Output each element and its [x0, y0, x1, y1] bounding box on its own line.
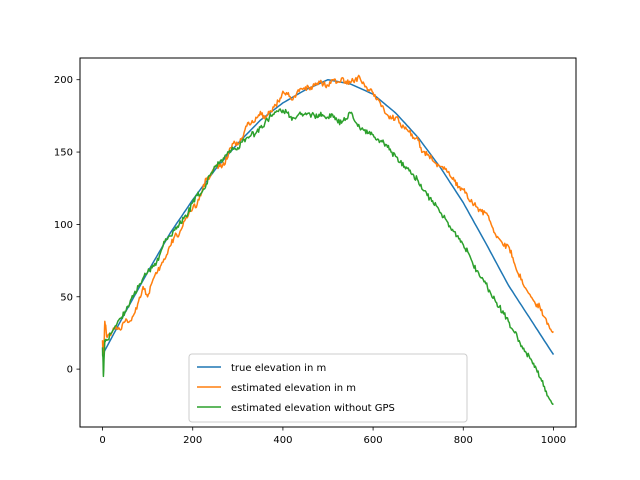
- legend: true elevation in m estimated elevation i…: [188, 353, 468, 423]
- series-line-1: [101, 78, 555, 356]
- y-tick-label: 0: [67, 365, 73, 376]
- y-tick-label: 150: [54, 148, 73, 159]
- y-tick-label: 100: [54, 220, 73, 231]
- series-line-2: [101, 74, 554, 359]
- x-axis: 0 200 400 600 800 1000: [99, 427, 566, 446]
- x-tick-label: 600: [364, 435, 383, 446]
- y-axis: 0 50 100 150 200: [54, 75, 80, 376]
- plot-area: [101, 74, 555, 405]
- legend-box: [188, 353, 468, 423]
- legend-label-1: true elevation in m: [231, 363, 326, 374]
- x-tick-label: 200: [183, 435, 202, 446]
- legend-label-3: estimated elevation without GPS: [231, 403, 395, 414]
- x-tick-label: 1000: [541, 435, 566, 446]
- y-tick-label: 200: [54, 75, 73, 86]
- legend-label-2: estimated elevation in m: [231, 383, 356, 394]
- x-tick-label: 0: [99, 435, 105, 446]
- y-tick-label: 50: [60, 292, 73, 303]
- series-line-3: [101, 108, 554, 405]
- x-tick-label: 800: [454, 435, 473, 446]
- x-tick-label: 400: [273, 435, 292, 446]
- axes-frame: [79, 57, 577, 428]
